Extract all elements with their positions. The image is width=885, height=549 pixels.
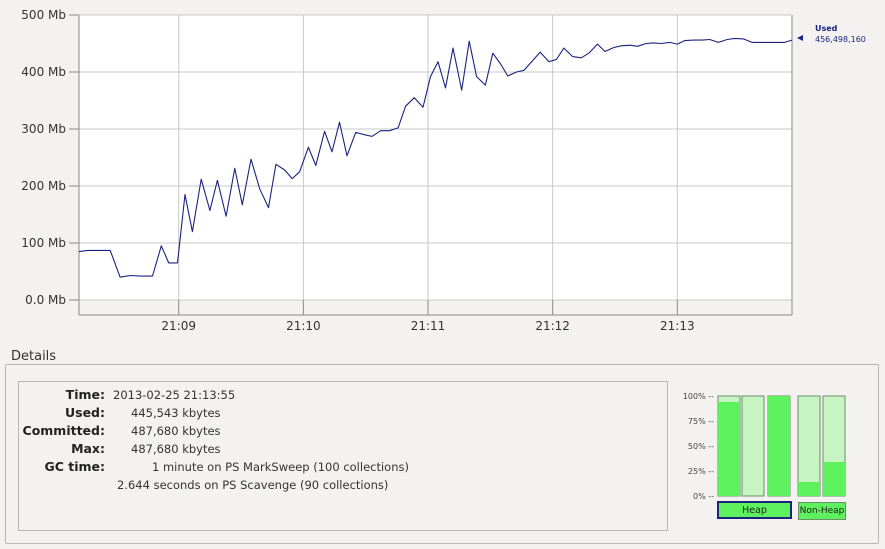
detail-label-max: Max: (71, 441, 105, 456)
detail-value-time: 2013-02-25 21:13:55 (113, 388, 236, 402)
pool-percent-axis: 100% -- 75% -- 50% -- 25% -- 0% -- (683, 392, 714, 501)
details-group (5, 364, 879, 544)
nonheap-pool-button[interactable]: Non-Heap (798, 502, 846, 520)
heap-pool-bar-committed (741, 395, 765, 497)
legend-series-value: 456,498,160 (815, 35, 866, 44)
chart-series (78, 37, 793, 278)
heap-pool-bar-used (768, 396, 790, 496)
x-tick-label: 21:09 (161, 319, 196, 333)
y-tick-label: 0.0 Mb (25, 293, 66, 307)
x-tick-label: 21:12 (535, 319, 570, 333)
chart-tick-labels: 500 Mb 400 Mb 300 Mb 200 Mb 100 Mb 0.0 Mb 21:0… (21, 8, 694, 333)
nonheap-pool-bar-used (798, 482, 820, 496)
legend-marker (797, 35, 803, 41)
y-tick-label: 200 Mb (21, 179, 66, 193)
memory-pool-bars: 100% -- 75% -- 50% -- 25% -- 0% -- (683, 392, 846, 501)
pool-percent-label: 100% -- (683, 392, 714, 401)
x-tick-label: 21:11 (411, 319, 446, 333)
nonheap-pool-bar-used (823, 462, 845, 496)
nonheap-pool-bar-committed (797, 395, 821, 497)
x-tick-label: 21:10 (286, 319, 321, 333)
y-tick-label: 100 Mb (21, 236, 66, 250)
detail-value-gc-scavenge: 2.644 seconds on PS Scavenge (90 collect… (117, 478, 389, 492)
detail-label-time: Time: (65, 387, 105, 402)
y-tick-label: 500 Mb (21, 8, 66, 22)
pool-bars (717, 395, 846, 497)
chart-axes (69, 14, 793, 316)
y-tick-label: 300 Mb (21, 122, 66, 136)
pool-percent-label: 50% -- (688, 442, 714, 451)
series-line-used (78, 37, 793, 278)
heap-pool-bar-used (718, 402, 740, 496)
detail-value-used: 445,543 kbytes (131, 406, 221, 420)
memory-usage-chart: 500 Mb 400 Mb 300 Mb 200 Mb 100 Mb 0.0 Mb 21:0… (21, 8, 866, 333)
detail-label-used: Used: (64, 405, 105, 420)
chart-grid (79, 14, 792, 301)
x-tick-label: 21:13 (660, 319, 695, 333)
plot-area (79, 15, 792, 300)
detail-value-committed: 487,680 kbytes (131, 424, 221, 438)
heap-pool-button[interactable]: Heap (717, 501, 792, 519)
chart-legend: Used 456,498,160 (797, 24, 866, 44)
details-title: Details (9, 349, 59, 364)
pool-percent-label: 25% -- (688, 467, 714, 476)
y-tick-label: 400 Mb (21, 65, 66, 79)
legend-series-name: Used (815, 24, 838, 33)
detail-label-committed: Committed: (22, 423, 105, 438)
pool-percent-label: 75% -- (688, 417, 714, 426)
details-info-panel: Time: 2013-02-25 21:13:55 Used: 445,543 … (18, 381, 668, 531)
pool-percent-label: 0% -- (693, 492, 714, 501)
detail-value-gc-marksweep: 1 minute on PS MarkSweep (100 collection… (152, 460, 409, 474)
detail-label-gc-time: GC time: (44, 459, 105, 474)
detail-value-max: 487,680 kbytes (131, 442, 221, 456)
